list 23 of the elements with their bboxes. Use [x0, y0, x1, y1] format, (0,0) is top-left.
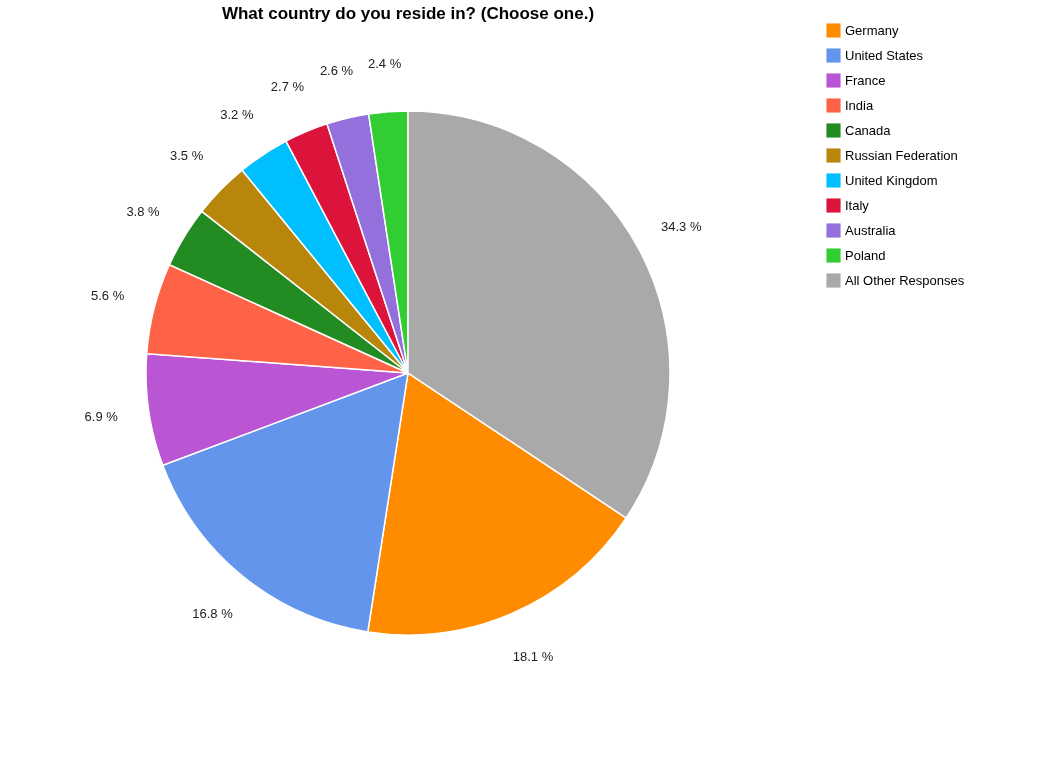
legend-label: Italy: [845, 197, 870, 213]
legend-label: United States: [845, 47, 924, 63]
legend-label: All Other Responses: [845, 272, 965, 288]
data-label: 2.7 %: [270, 79, 305, 95]
data-label: 16.8 %: [192, 605, 234, 621]
chart-title: What country do you reside in? (Choose one.): [221, 4, 595, 23]
legend-label: Russian Federation: [845, 147, 958, 163]
data-label: 18.1 %: [512, 648, 554, 664]
data-label: 2.6 %: [319, 63, 354, 79]
legend-label: Poland: [845, 247, 886, 263]
data-label: 2.4 %: [368, 55, 402, 71]
data-label: 3.5 %: [169, 148, 204, 164]
legend-label: India: [845, 97, 874, 113]
legend-label: Australia: [845, 222, 897, 238]
data-label: 5.6 %: [91, 288, 125, 304]
data-label: 34.3 %: [660, 218, 702, 234]
data-label: 6.9 %: [84, 409, 119, 425]
data-label: 3.2 %: [220, 106, 254, 122]
legend-label: Germany: [845, 22, 899, 38]
data-label: 3.8 %: [126, 204, 161, 220]
legend-label: Canada: [845, 122, 892, 138]
legend-label: France: [845, 72, 886, 88]
legend-label: United Kingdom: [845, 172, 938, 188]
